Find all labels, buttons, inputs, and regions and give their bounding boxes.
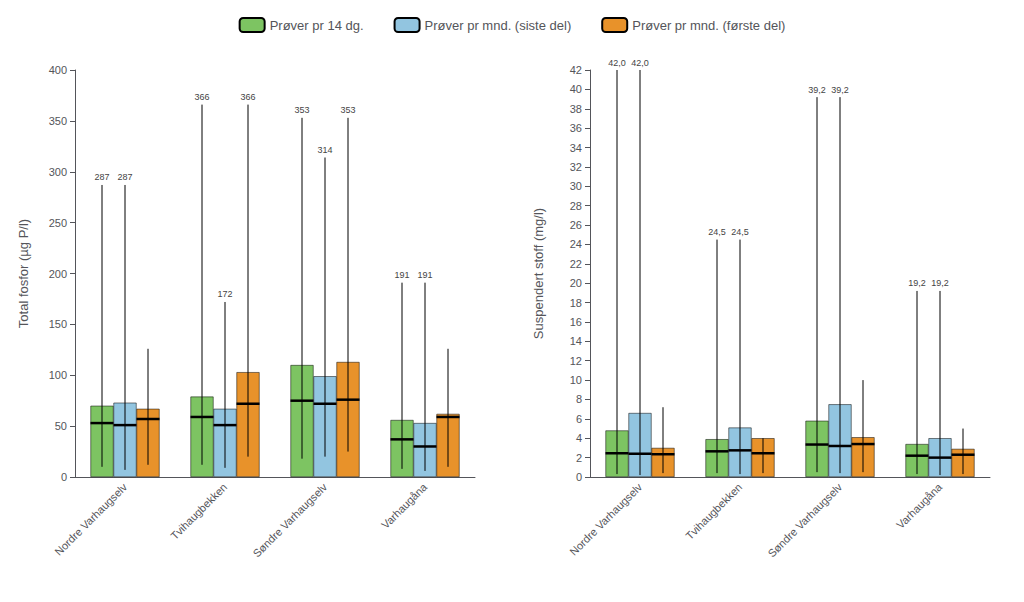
- svg-text:42,0: 42,0: [631, 58, 649, 68]
- svg-text:150: 150: [49, 318, 67, 330]
- svg-text:Varhaugåna: Varhaugåna: [894, 480, 945, 531]
- svg-text:14: 14: [570, 335, 582, 347]
- svg-text:Varhaugåna: Varhaugåna: [379, 480, 430, 531]
- svg-text:28: 28: [570, 200, 582, 212]
- svg-text:19,2: 19,2: [908, 278, 926, 288]
- svg-text:30: 30: [570, 180, 582, 192]
- svg-text:Suspendert stoff (mg/l): Suspendert stoff (mg/l): [531, 208, 546, 339]
- svg-text:50: 50: [55, 420, 67, 432]
- svg-text:Prøver pr 14 dg.: Prøver pr 14 dg.: [270, 18, 364, 33]
- svg-text:38: 38: [570, 103, 582, 115]
- svg-text:4: 4: [576, 432, 582, 444]
- svg-text:18: 18: [570, 297, 582, 309]
- svg-text:366: 366: [240, 92, 255, 102]
- svg-text:36: 36: [570, 122, 582, 134]
- svg-text:250: 250: [49, 217, 67, 229]
- svg-text:350: 350: [49, 115, 67, 127]
- svg-text:191: 191: [417, 270, 432, 280]
- svg-text:39,2: 39,2: [831, 85, 849, 95]
- svg-text:2: 2: [576, 452, 582, 464]
- svg-text:Prøver pr mnd. (siste del): Prøver pr mnd. (siste del): [425, 18, 572, 33]
- svg-text:0: 0: [61, 471, 67, 483]
- svg-text:287: 287: [117, 172, 132, 182]
- svg-text:Søndre Varhaugselv: Søndre Varhaugselv: [251, 480, 330, 559]
- svg-text:191: 191: [394, 270, 409, 280]
- svg-text:172: 172: [217, 289, 232, 299]
- svg-text:39,2: 39,2: [808, 85, 826, 95]
- svg-text:400: 400: [49, 64, 67, 76]
- svg-text:0: 0: [576, 471, 582, 483]
- svg-text:Tvihaugbekken: Tvihaugbekken: [683, 481, 744, 542]
- svg-text:12: 12: [570, 355, 582, 367]
- svg-text:8: 8: [576, 393, 582, 405]
- svg-text:22: 22: [570, 258, 582, 270]
- svg-text:Prøver pr mnd. (første del): Prøver pr mnd. (første del): [632, 18, 785, 33]
- svg-text:100: 100: [49, 369, 67, 381]
- svg-text:353: 353: [294, 105, 309, 115]
- svg-text:Nordre Varhaugselv: Nordre Varhaugselv: [567, 480, 644, 557]
- svg-text:40: 40: [570, 83, 582, 95]
- svg-text:Nordre Varhaugselv: Nordre Varhaugselv: [52, 480, 129, 557]
- svg-text:26: 26: [570, 219, 582, 231]
- svg-text:353: 353: [340, 105, 355, 115]
- svg-text:6: 6: [576, 413, 582, 425]
- svg-text:287: 287: [94, 172, 109, 182]
- svg-text:Tvihaugbekken: Tvihaugbekken: [168, 481, 229, 542]
- svg-text:24,5: 24,5: [731, 227, 749, 237]
- svg-text:366: 366: [194, 92, 209, 102]
- svg-text:24: 24: [570, 238, 582, 250]
- svg-text:16: 16: [570, 316, 582, 328]
- svg-text:Total fosfor (µg P/l): Total fosfor (µg P/l): [16, 219, 31, 328]
- svg-text:24,5: 24,5: [708, 227, 726, 237]
- svg-text:Søndre Varhaugselv: Søndre Varhaugselv: [766, 480, 845, 559]
- svg-text:32: 32: [570, 161, 582, 173]
- svg-text:20: 20: [570, 277, 582, 289]
- svg-text:314: 314: [317, 145, 332, 155]
- svg-text:34: 34: [570, 142, 582, 154]
- svg-text:10: 10: [570, 374, 582, 386]
- svg-text:200: 200: [49, 268, 67, 280]
- svg-text:42,0: 42,0: [608, 58, 626, 68]
- svg-text:300: 300: [49, 166, 67, 178]
- svg-text:42: 42: [570, 64, 582, 76]
- svg-text:19,2: 19,2: [931, 278, 949, 288]
